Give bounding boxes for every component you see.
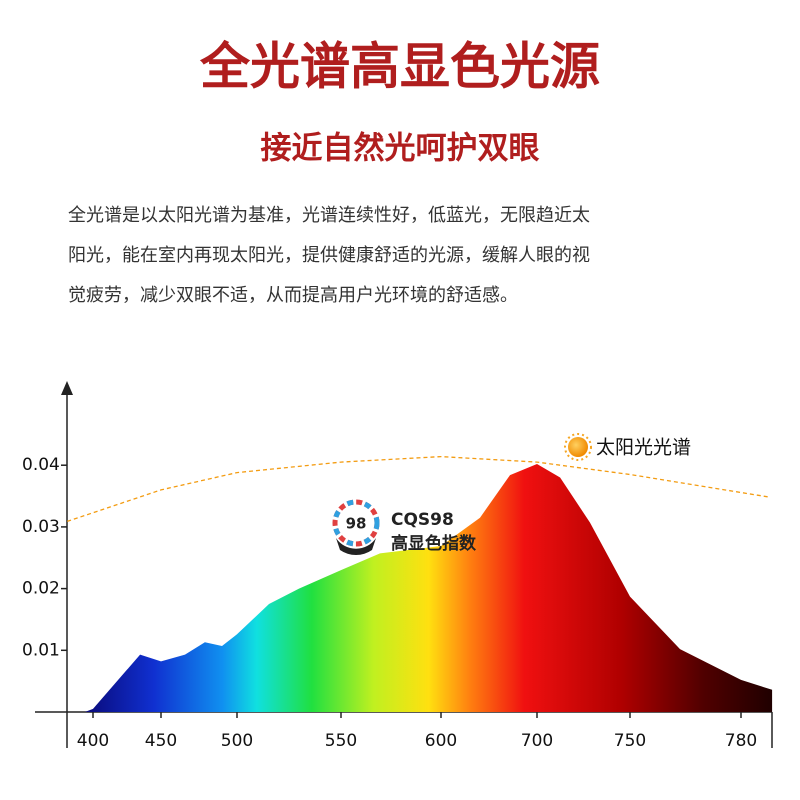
paragraph-line: 觉疲劳，减少双眼不适，从而提高用户光环境的舒适感。 — [68, 285, 518, 306]
y-tick-label: 0.03 — [22, 517, 60, 537]
x-tick-label: 500 — [221, 731, 253, 751]
y-tick-label: 0.02 — [22, 579, 60, 599]
reference-line — [66, 455, 771, 523]
x-tick-label: 550 — [325, 731, 357, 751]
legend-label: 太阳光光谱 — [596, 437, 691, 459]
paragraph-line: 全光谱是以太阳光谱为基准，光谱连续性好，低蓝光，无限趋近太 — [68, 205, 590, 226]
badge: 98 CQS98 高显色指数 — [332, 499, 477, 556]
x-tick-label: 700 — [521, 731, 553, 751]
x-tick-label: 750 — [614, 731, 646, 751]
y-tick-label: 0.04 — [22, 455, 60, 475]
badge-label: 高显色指数 — [391, 533, 477, 554]
axis-arrow — [61, 381, 73, 395]
x-tick-label: 600 — [425, 731, 457, 751]
badge-ring — [332, 499, 380, 547]
title: 全光谱高显色光源 — [199, 38, 600, 96]
subtitle: 接近自然光呵护双眼 — [261, 131, 540, 167]
badge-name: CQS98 — [391, 510, 454, 530]
paragraph-line: 阳光，能在室内再现太阳光，提供健康舒适的光源，缓解人眼的视 — [68, 245, 590, 266]
x-tick-label: 780 — [725, 731, 757, 751]
sun-icon — [568, 437, 588, 457]
x-tick-label: 400 — [77, 731, 109, 751]
spectrum-area — [84, 464, 773, 712]
y-tick-label: 0.01 — [22, 640, 60, 660]
badge-score: 98 — [346, 515, 367, 533]
x-tick-label: 450 — [145, 731, 177, 751]
badge-base — [336, 538, 376, 556]
sun-rays — [564, 433, 592, 461]
